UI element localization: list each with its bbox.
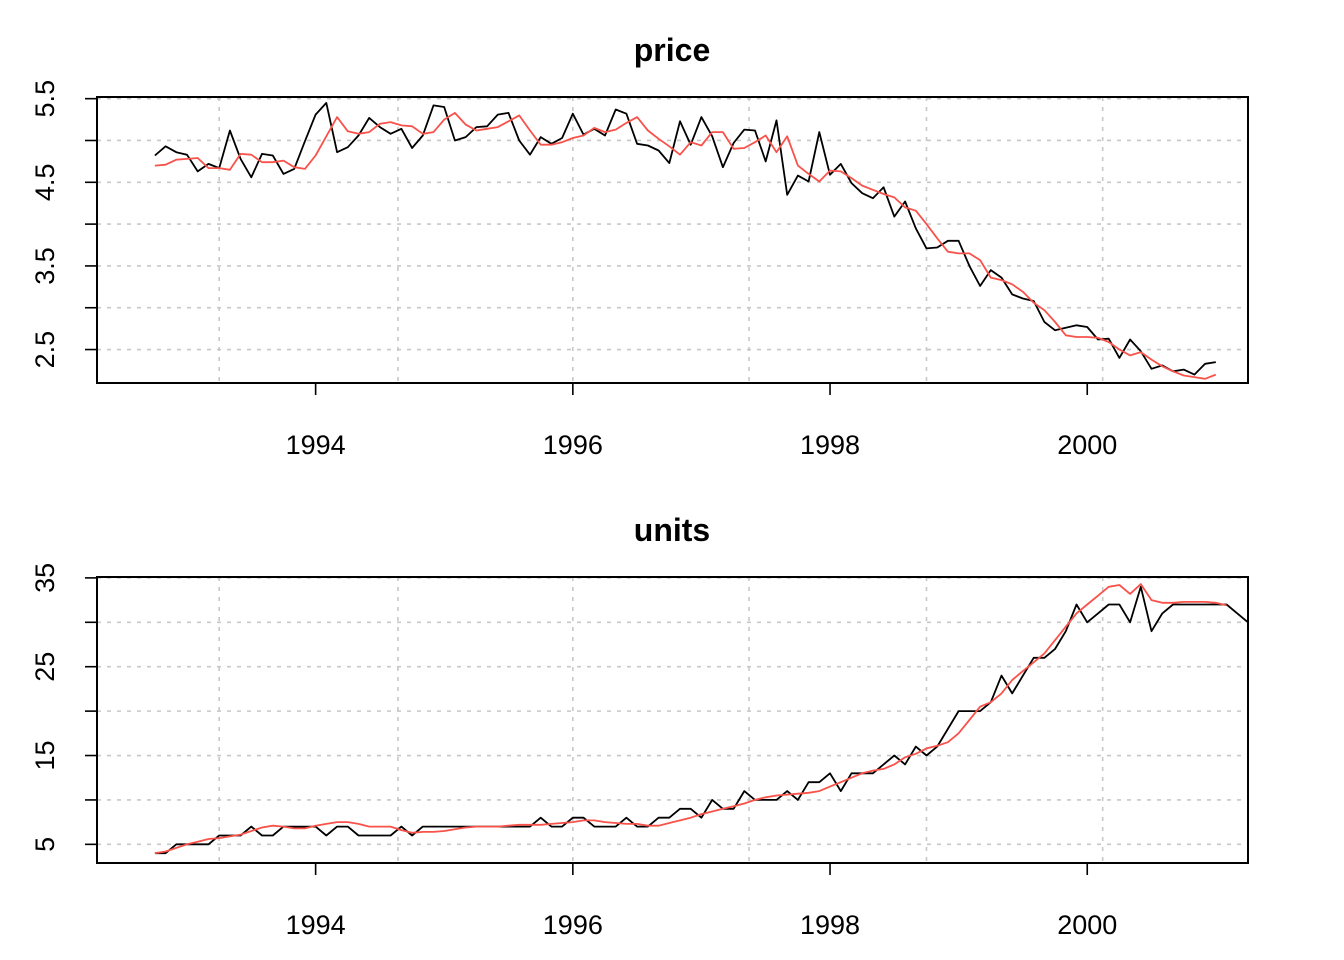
units-x-tick-label: 1994 [286,910,346,940]
units-chart-title: units [634,512,710,548]
price-x-tick-label: 1996 [543,430,603,460]
price-chart-title: price [634,32,710,68]
price-y-tick-label: 4.5 [30,164,60,202]
units-x-tick-label: 1998 [800,910,860,940]
units-plot-frame [96,576,1249,864]
units-y-tick-label: 15 [30,741,60,771]
price-x-tick-label: 2000 [1057,430,1117,460]
price-y-tick-label: 2.5 [30,331,60,369]
units-x-tick-label: 2000 [1057,910,1117,940]
price-smoothed-series-line [154,112,1217,380]
units-y-tick-label: 25 [30,652,60,682]
units-panel: units 1994 1996 1998 2000 5 15 25 35 [30,512,1249,940]
price-observed-series-line [154,102,1216,376]
units-y-tick-label: 5 [30,837,60,852]
units-smoothed-series-line [154,583,1227,855]
units-x-tick-label: 1996 [543,910,603,940]
units-observed-series-line [154,585,1249,855]
price-x-tick-label: 1994 [286,430,346,460]
units-y-tick-label: 35 [30,563,60,593]
price-y-tick-label: 5.5 [30,80,60,118]
price-y-tick-label: 3.5 [30,247,60,285]
price-x-tick-label: 1998 [800,430,860,460]
price-panel: price 1994 1996 1998 2000 2.5 3.5 4.5 5.5 [30,32,1249,460]
